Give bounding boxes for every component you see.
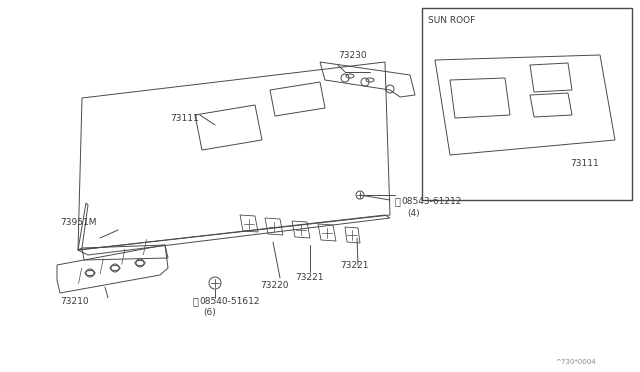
- Text: 08543-61212: 08543-61212: [401, 196, 461, 205]
- Text: (4): (4): [407, 208, 420, 218]
- Bar: [422, 8, 632, 200]
- Text: Ⓢ: Ⓢ: [193, 296, 199, 306]
- Text: (6): (6): [204, 308, 216, 317]
- Text: 73220: 73220: [260, 280, 289, 289]
- Text: Ⓢ: Ⓢ: [395, 196, 401, 206]
- Text: 08540-51612: 08540-51612: [199, 296, 259, 305]
- Text: 73221: 73221: [340, 260, 369, 269]
- Text: 73111: 73111: [170, 113, 199, 122]
- Text: 73230: 73230: [338, 51, 367, 60]
- Text: 73951M: 73951M: [60, 218, 97, 227]
- Text: 73111: 73111: [570, 158, 599, 167]
- Text: 73221: 73221: [295, 273, 323, 282]
- Text: 73210: 73210: [60, 298, 88, 307]
- Text: SUN ROOF: SUN ROOF: [428, 16, 476, 25]
- Text: ^730*0004: ^730*0004: [555, 359, 596, 365]
